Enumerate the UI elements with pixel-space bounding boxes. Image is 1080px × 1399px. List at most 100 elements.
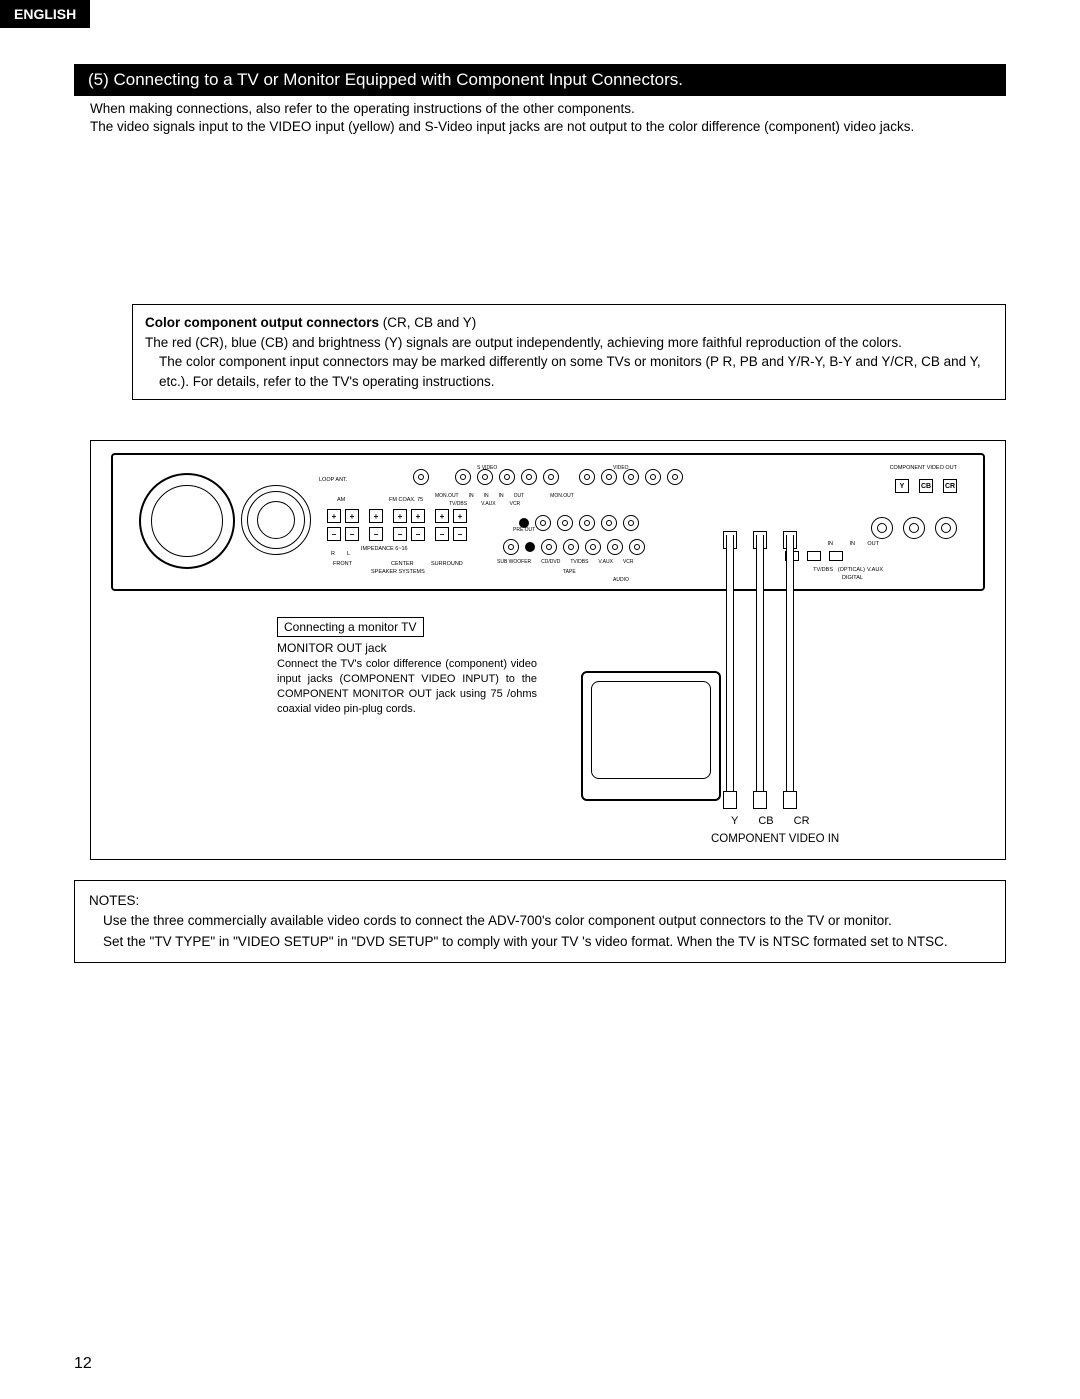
out-label: OUT <box>867 541 879 547</box>
component-jack-icon <box>871 517 893 539</box>
jack-icon <box>541 539 557 555</box>
am-label: AM <box>337 497 345 503</box>
cb-label: CB <box>758 815 773 827</box>
tvdbs-label: TV/DBS <box>813 567 833 573</box>
cr-sq: CR <box>943 479 957 493</box>
jack-icon <box>535 515 551 531</box>
connect-box-body: Connect the TV's color difference (compo… <box>277 657 537 716</box>
jack-icon <box>499 469 515 485</box>
center-label: CENTER <box>391 561 414 567</box>
jack-icon <box>667 469 683 485</box>
notes-line-2: Set the "TV TYPE" in "VIDEO SETUP" in "D… <box>89 932 991 952</box>
in-label: IN <box>828 541 834 547</box>
jack-icon <box>477 469 493 485</box>
info-body-1: The red (CR), blue (CB) and brightness (… <box>145 333 993 353</box>
optical-jack-icon <box>807 551 821 561</box>
cr-label: CR <box>794 815 810 827</box>
component-video-in-label: COMPONENT VIDEO IN <box>711 833 839 845</box>
in-label: IN <box>484 493 489 499</box>
monout-label: MON.OUT <box>550 493 574 499</box>
vaux-label: V.AUX <box>598 559 613 565</box>
component-jack-icon <box>903 517 925 539</box>
preout-label: PRE OUT <box>513 527 535 533</box>
digital-label: DIGITAL <box>842 575 863 581</box>
page-number: 12 <box>74 1355 92 1373</box>
intro-line-1: When making connections, also refer to t… <box>90 100 1006 118</box>
jack-icon <box>601 469 617 485</box>
r-dot-icon <box>525 542 535 552</box>
loop-ant-label: LOOP ANT. <box>319 477 347 483</box>
in-label: IN <box>469 493 474 499</box>
notes-line-1: Use the three commercially available vid… <box>89 911 991 931</box>
jack-icon <box>543 469 559 485</box>
vaux-label: V.AUX <box>481 501 496 507</box>
cable-icon <box>756 535 764 805</box>
section-title-bar: (5) Connecting to a TV or Monitor Equipp… <box>74 64 1006 96</box>
connect-monitor-box: Connecting a monitor TV MONITOR OUT jack… <box>277 617 537 716</box>
out-label: OUT <box>514 493 525 499</box>
vcr-label: VCR <box>510 501 521 507</box>
connect-box-subtitle: MONITOR OUT jack <box>277 641 537 655</box>
component-info-box: Color component output connectors (CR, C… <box>132 304 1006 400</box>
cable-plug-icon <box>753 791 767 809</box>
comp-out-sq-row: Y CB CR <box>895 479 957 493</box>
jack-icon <box>585 539 601 555</box>
info-body-2: The color component input connectors may… <box>145 352 993 391</box>
notes-title: NOTES: <box>89 891 991 911</box>
vcr-label: VCR <box>623 559 634 565</box>
tvdbs-label: TV/DBS <box>449 501 467 507</box>
jack-icon <box>579 469 595 485</box>
jack-icon <box>521 469 537 485</box>
tv-icon <box>581 671 721 801</box>
receiver-rear-panel: LOOP ANT. AM FM COAX. 75 +− +− +− +− +− … <box>111 453 985 591</box>
info-title-suffix: (CR, CB and Y) <box>379 315 476 330</box>
info-title: Color component output connectors (CR, C… <box>145 313 993 333</box>
comp-video-out-label: COMPONENT VIDEO OUT <box>890 465 957 471</box>
jack-icon <box>413 469 429 485</box>
monout-label: MON.OUT <box>435 493 459 499</box>
component-jack-icon <box>935 517 957 539</box>
jack-icon <box>623 469 639 485</box>
impedance-label: IMPEDANCE 6~16 <box>361 547 408 553</box>
jack-icon <box>557 515 573 531</box>
notes-box: NOTES: Use the three commercially availa… <box>74 880 1006 963</box>
jack-icon <box>629 539 645 555</box>
tape-label: TAPE <box>563 569 576 575</box>
intro-text: When making connections, also refer to t… <box>90 100 1006 136</box>
language-tab: ENGLISH <box>0 0 90 28</box>
fan-icon <box>241 485 311 555</box>
cd-label: CD/DVD <box>541 559 560 565</box>
in-label: IN <box>850 541 856 547</box>
jack-icon <box>623 515 639 531</box>
cable-icon <box>786 535 794 805</box>
audio-label: AUDIO <box>613 577 629 583</box>
cable-plug-icon <box>783 791 797 809</box>
y-label: Y <box>731 815 738 827</box>
tv-jack-labels: Y CB CR <box>731 815 810 827</box>
r-label: R <box>331 551 335 557</box>
y-sq: Y <box>895 479 909 493</box>
comp-out-jacks <box>871 517 957 539</box>
intro-line-2: The video signals input to the VIDEO inp… <box>90 118 1006 136</box>
jack-icon <box>579 515 595 531</box>
jack-icon <box>607 539 623 555</box>
jack-icon <box>503 539 519 555</box>
cable-plug-icon <box>723 791 737 809</box>
vaux-label: V.AUX <box>867 567 883 573</box>
l-label: L <box>347 551 350 557</box>
tvdbs-label: TV/DBS <box>570 559 588 565</box>
jack-icon <box>645 469 661 485</box>
cable-icon <box>726 535 734 805</box>
connect-box-title: Connecting a monitor TV <box>277 617 424 637</box>
info-title-bold: Color component output connectors <box>145 315 379 330</box>
jack-icon <box>601 515 617 531</box>
cb-sq: CB <box>919 479 933 493</box>
in-label: IN <box>499 493 504 499</box>
subwoofer-label: SUB WOOFER <box>497 559 531 565</box>
front-label: FRONT <box>333 561 352 567</box>
jack-icon <box>563 539 579 555</box>
jack-icon <box>455 469 471 485</box>
optical-label: (OPTICAL) <box>838 567 865 573</box>
connection-diagram: LOOP ANT. AM FM COAX. 75 +− +− +− +− +− … <box>90 440 1006 860</box>
tuning-dial-icon <box>139 473 235 569</box>
